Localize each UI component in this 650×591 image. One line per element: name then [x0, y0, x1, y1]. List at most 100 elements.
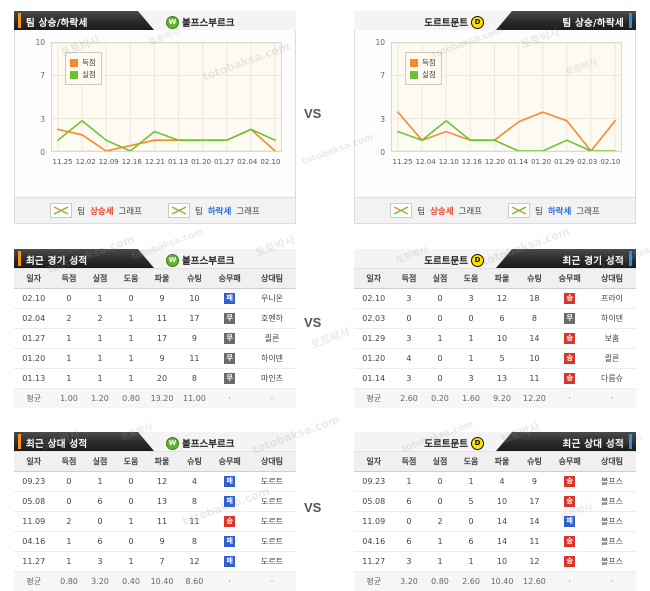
xtick-label: 12.21 — [143, 158, 166, 166]
xtick-label: 01.20 — [190, 158, 213, 166]
cell-avg-result: · — [211, 389, 248, 409]
cell-fouls: 4 — [487, 472, 518, 492]
cell-fouls: 13 — [487, 369, 518, 389]
recent-away-title: 최근 경기 성적 — [563, 253, 624, 267]
legend-item-scored: 득점 — [410, 57, 436, 68]
cell-shots: 8 — [178, 369, 212, 389]
cell-result: 무 — [211, 309, 248, 329]
cell-date: 11.27 — [354, 552, 393, 572]
h2h-away-header: 최근 상대 성적 도르트문트 D — [354, 432, 636, 451]
rise-word: 상승세 — [90, 205, 113, 217]
conceded-swatch-icon — [70, 71, 78, 79]
recent-away-header: 최근 경기 성적 도르트문트 D — [354, 249, 636, 268]
cell-goals-for: 1 — [53, 532, 84, 552]
rise-suffix: 그래프 — [459, 205, 482, 217]
cell-fouls: 9 — [147, 349, 178, 369]
cell-shots: 11 — [178, 349, 212, 369]
cell-fouls: 14 — [487, 532, 518, 552]
fall-suffix: 그래프 — [236, 205, 259, 217]
cell-assists: 0 — [116, 472, 147, 492]
cell-avg-label: 평균 — [14, 572, 53, 591]
cell-goals-against: 0 — [424, 472, 455, 492]
cell-shots: 9 — [178, 329, 212, 349]
cell-result: 무 — [211, 329, 248, 349]
column-header: 득점 — [53, 452, 84, 472]
cell-goals-against: 0 — [84, 512, 115, 532]
cell-assists: 1 — [116, 329, 147, 349]
cell-fouls: 9 — [147, 532, 178, 552]
xtick-label: 01.20 — [530, 158, 553, 166]
cell-opponent: 도르트 — [248, 492, 296, 512]
cell-assists: 3 — [456, 369, 487, 389]
legend-item-conceded: 실점 — [70, 69, 96, 80]
h2h-away-title: 최근 상대 성적 — [563, 436, 624, 450]
result-badge: 패 — [224, 496, 235, 507]
away-ytick-0: 0 — [369, 148, 385, 157]
cell-assists: 0 — [456, 309, 487, 329]
home-ytick-7: 7 — [29, 71, 45, 80]
cell-result: 승 — [551, 472, 588, 492]
rise-graph-legend: 팀 상승세 그래프 — [50, 203, 142, 218]
column-header: 승무패 — [551, 452, 588, 472]
xtick-label: 02.10 — [599, 158, 622, 166]
home-team-name: 볼프스부르크 — [182, 253, 234, 267]
cell-shots: 11 — [518, 369, 552, 389]
cell-avg-assists: 0.40 — [116, 572, 147, 591]
cell-goals-for: 0 — [53, 472, 84, 492]
home-ytick-0: 0 — [29, 148, 45, 157]
away-team-name: 도르트문트 — [424, 15, 468, 29]
legend-item-conceded: 실점 — [410, 69, 436, 80]
header-accent-bar — [629, 13, 632, 28]
cell-avg-label: 평균 — [354, 572, 393, 591]
home-chart-footer: 팀 상승세 그래프 팀 하락세 그래프 — [15, 197, 295, 223]
cell-date: 01.27 — [14, 329, 53, 349]
cell-avg-assists: 1.60 — [456, 389, 487, 409]
cell-goals-for: 6 — [393, 492, 424, 512]
xtick-label: 02.03 — [576, 158, 599, 166]
cell-goals-for: 0 — [53, 492, 84, 512]
column-header: 슈팅 — [518, 452, 552, 472]
cell-goals-against: 0 — [424, 309, 455, 329]
away-ytick-3: 3 — [369, 115, 385, 124]
legend-label-conceded: 실점 — [422, 69, 436, 80]
away-trend-title: 팀 상승/하락세 — [562, 15, 624, 29]
cell-opponent: 다름슈 — [588, 369, 636, 389]
cell-opponent: 쾰른 — [588, 349, 636, 369]
cell-result: 승 — [211, 512, 248, 532]
recent-home-header: 최근 경기 성적 W 볼프스부르크 — [14, 249, 296, 268]
cell-opponent: 도르트 — [248, 512, 296, 532]
cell-opponent: 볼프스 — [588, 532, 636, 552]
column-header: 일자 — [354, 452, 393, 472]
cell-avg-result: · — [211, 572, 248, 591]
cell-assists: 1 — [116, 369, 147, 389]
column-header: 도움 — [456, 452, 487, 472]
rise-suffix: 그래프 — [119, 205, 142, 217]
legend-item-scored: 득점 — [70, 57, 96, 68]
cell-avg-shots: 8.60 — [178, 572, 212, 591]
cell-goals-against: 1 — [424, 552, 455, 572]
cell-goals-against: 1 — [84, 329, 115, 349]
